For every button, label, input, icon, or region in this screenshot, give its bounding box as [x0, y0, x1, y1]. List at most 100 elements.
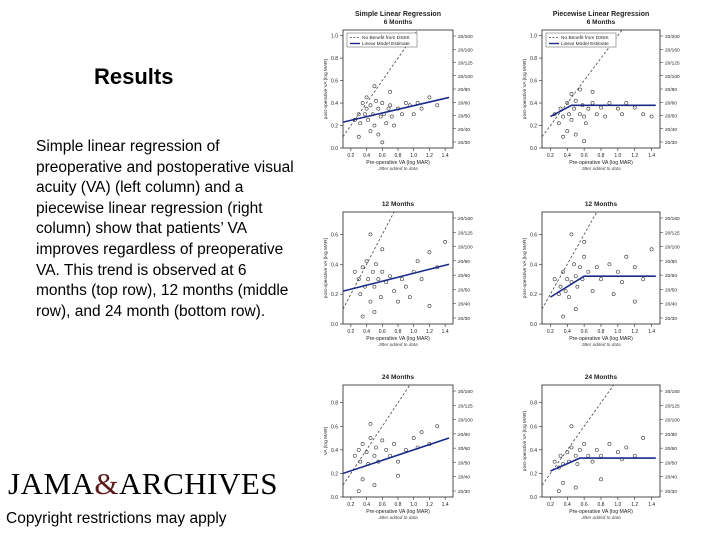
data-point [411, 112, 416, 117]
data-point [374, 98, 378, 103]
y-axis-label: VA (log MAR) [323, 426, 329, 455]
snellen-label: 20/80 [458, 259, 470, 265]
data-point [594, 112, 599, 117]
data-point [368, 103, 373, 108]
data-point [352, 453, 357, 458]
snellen-label: 20/125 [458, 61, 473, 67]
snellen-label: 20/50 [665, 287, 677, 293]
data-point [372, 84, 377, 89]
snellen-label: 20/30 [665, 140, 677, 146]
data-point [573, 485, 578, 490]
data-point [376, 132, 381, 137]
data-point [572, 262, 576, 267]
data-point [427, 304, 432, 308]
data-point [558, 284, 563, 289]
data-point [384, 447, 389, 452]
data-point [624, 445, 629, 450]
y-tick-label: 0.2 [530, 124, 537, 130]
regression-panel-6: 24 Months 0.2 0.4 0.6 0.8 1.0 1.2 1.4 Pre-operat… [522, 374, 680, 520]
model-fit-line [343, 96, 450, 123]
data-point [632, 453, 637, 458]
data-point [565, 101, 570, 105]
data-point [368, 299, 373, 304]
data-point [396, 459, 400, 464]
data-point [561, 134, 565, 139]
data-point [624, 254, 629, 259]
x-tick-label: 1.2 [426, 502, 433, 508]
data-point [356, 447, 361, 452]
x-tick-label: 0.6 [379, 153, 386, 159]
y-axis-label: post-operative VA (log MAR) [522, 410, 528, 471]
data-point [368, 232, 373, 237]
y-tick-label: 0.6 [530, 79, 537, 85]
data-point [569, 232, 574, 237]
logo-archives: ARCHIVES [119, 466, 279, 501]
snellen-label: 20/160 [458, 216, 473, 222]
panel-subtitle: 12 Months [585, 201, 618, 208]
snellen-label: 20/40 [458, 475, 470, 481]
plot-area [343, 212, 450, 319]
data-point [400, 277, 404, 282]
data-point [556, 121, 561, 126]
x-tick-label: 1.2 [631, 329, 638, 335]
x-tick-label: 1.0 [410, 153, 417, 159]
data-point [561, 114, 565, 119]
x-tick-label: 1.2 [631, 153, 638, 159]
y-tick-label: 0.6 [331, 232, 338, 238]
x-tick-label: 1.4 [648, 153, 655, 159]
plot-frame [541, 29, 661, 149]
x-tick-label: 0.6 [581, 153, 588, 159]
y-tick-label: 0.6 [331, 79, 338, 85]
data-point [649, 247, 654, 252]
panel-subtitle: 24 Months [382, 374, 415, 381]
x-axis-sublabel: Jitter added to data [580, 515, 621, 520]
x-axis-label: Pre-operative VA (log MAR) [366, 160, 430, 166]
data-point [366, 277, 371, 282]
plot-area [343, 30, 450, 145]
x-tick-label: 1.4 [442, 329, 449, 335]
data-point [599, 477, 603, 482]
data-point [573, 307, 578, 311]
plot-area [343, 385, 450, 494]
x-tick-label: 0.4 [363, 329, 370, 335]
data-point [586, 106, 591, 111]
x-tick-label: 1.2 [631, 502, 638, 508]
y-tick-label: 0.0 [530, 322, 537, 328]
y-tick-label: 0.4 [530, 101, 537, 107]
legend-box [346, 32, 418, 48]
data-point [578, 447, 582, 452]
x-tick-label: 0.8 [395, 502, 402, 508]
x-tick-label: 0.8 [395, 153, 402, 159]
data-point [372, 453, 377, 458]
panel-subtitle: 24 Months [585, 374, 618, 381]
y-tick-label: 0.8 [331, 401, 338, 407]
snellen-label: 20/40 [458, 127, 470, 133]
model-fit-line [343, 263, 450, 292]
data-point [569, 92, 574, 96]
data-point [632, 265, 637, 270]
data-point [368, 436, 373, 440]
y-tick-label: 0.2 [331, 292, 338, 298]
no-benefit-line [343, 30, 419, 137]
data-point [590, 101, 595, 105]
y-tick-label: 0.8 [530, 56, 537, 62]
data-point [552, 459, 557, 464]
data-point [376, 106, 381, 111]
data-point [380, 101, 385, 105]
data-point [641, 277, 646, 282]
legend-fit-label: Linear Model Estimate [362, 41, 410, 47]
snellen-label: 20/125 [458, 230, 473, 236]
y-tick-label: 1.0 [331, 34, 338, 40]
data-point [615, 450, 620, 455]
x-tick-label: 1.2 [426, 329, 433, 335]
x-tick-label: 0.6 [581, 502, 588, 508]
plot-frame [342, 29, 454, 149]
data-point [360, 101, 365, 105]
data-point [573, 453, 578, 458]
snellen-label: 20/100 [458, 418, 473, 424]
data-point [356, 489, 361, 494]
y-tick-label: 0.8 [331, 56, 338, 62]
plot-area [542, 385, 656, 494]
